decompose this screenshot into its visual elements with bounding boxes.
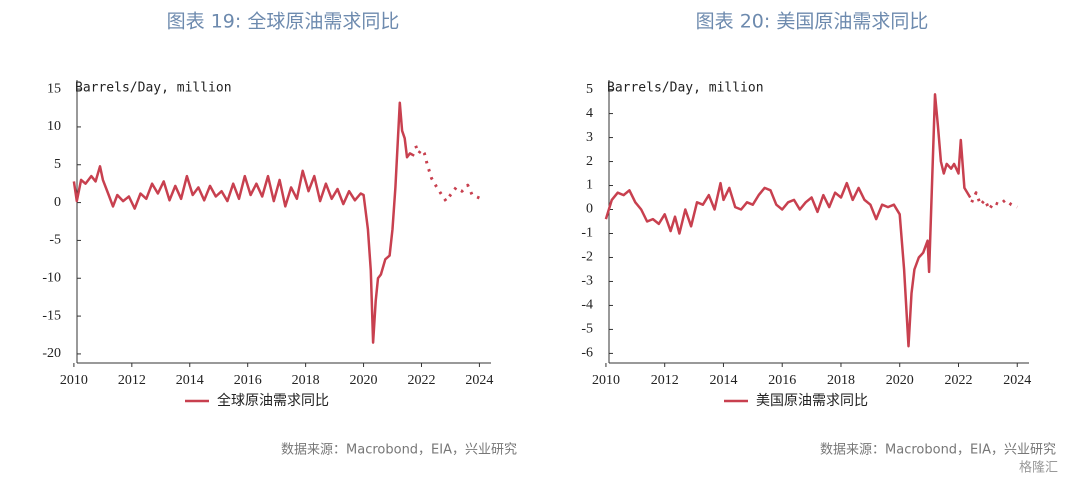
series-line [72, 101, 415, 344]
y-tick-label: -10 [42, 270, 61, 285]
x-tick-label: 2012 [651, 373, 679, 388]
series-line [970, 191, 1018, 211]
y-tick-label: -5 [581, 322, 593, 337]
y-tick-label: 5 [54, 157, 61, 172]
legend-label: 美国原油需求同比 [756, 393, 868, 409]
y-tick-label: 2 [586, 154, 593, 169]
x-tick-label: 2020 [886, 373, 914, 388]
x-tick-label: 2012 [118, 373, 146, 388]
y-tick-label: -6 [581, 346, 593, 361]
y-tick-label: 3 [586, 130, 593, 145]
x-tick-label: 2018 [827, 373, 855, 388]
x-tick-label: 2020 [350, 373, 378, 388]
chart-title: 图表 20: 美国原油需求同比 [696, 11, 929, 33]
source-note: 数据来源：Macrobond，EIA，兴业研究 [281, 443, 517, 458]
y-tick-label: -15 [42, 308, 61, 323]
x-tick-label: 2014 [176, 373, 204, 388]
x-tick-label: 2010 [60, 373, 88, 388]
watermark: 格隆汇 [1019, 460, 1058, 476]
y-tick-label: 1 [586, 178, 593, 193]
y-tick-label: 0 [54, 195, 61, 210]
x-tick-label: 2024 [1003, 373, 1031, 388]
y-tick-label: -5 [49, 233, 61, 248]
y-tick-label: 4 [586, 106, 593, 121]
x-tick-label: 2016 [234, 373, 262, 388]
x-tick-label: 2016 [768, 373, 796, 388]
series-line [604, 93, 972, 348]
y-tick-label: -1 [581, 226, 593, 241]
x-tick-label: 2018 [292, 373, 320, 388]
x-tick-label: 2024 [465, 373, 493, 388]
series-line [414, 145, 480, 203]
y-axis-label: Barrels/Day, million [75, 81, 232, 96]
source-note: 数据来源：Macrobond，EIA，兴业研究 [820, 443, 1056, 458]
y-tick-label: 0 [586, 202, 593, 217]
legend-label: 全球原油需求同比 [217, 392, 329, 409]
x-tick-label: 2014 [709, 373, 737, 388]
y-tick-label: 5 [586, 82, 593, 97]
y-tick-label: -3 [581, 274, 593, 289]
chart-title: 图表 19: 全球原油需求同比 [167, 11, 400, 33]
x-tick-label: 2022 [407, 373, 435, 388]
x-tick-label: 2010 [592, 373, 620, 388]
y-tick-label: -4 [581, 298, 593, 313]
y-tick-label: -2 [581, 250, 593, 265]
y-tick-label: 10 [47, 119, 61, 134]
y-tick-label: 15 [47, 81, 61, 96]
y-axis-label: Barrels/Day, million [607, 81, 764, 96]
y-tick-label: -20 [42, 346, 61, 361]
x-tick-label: 2022 [944, 373, 972, 388]
